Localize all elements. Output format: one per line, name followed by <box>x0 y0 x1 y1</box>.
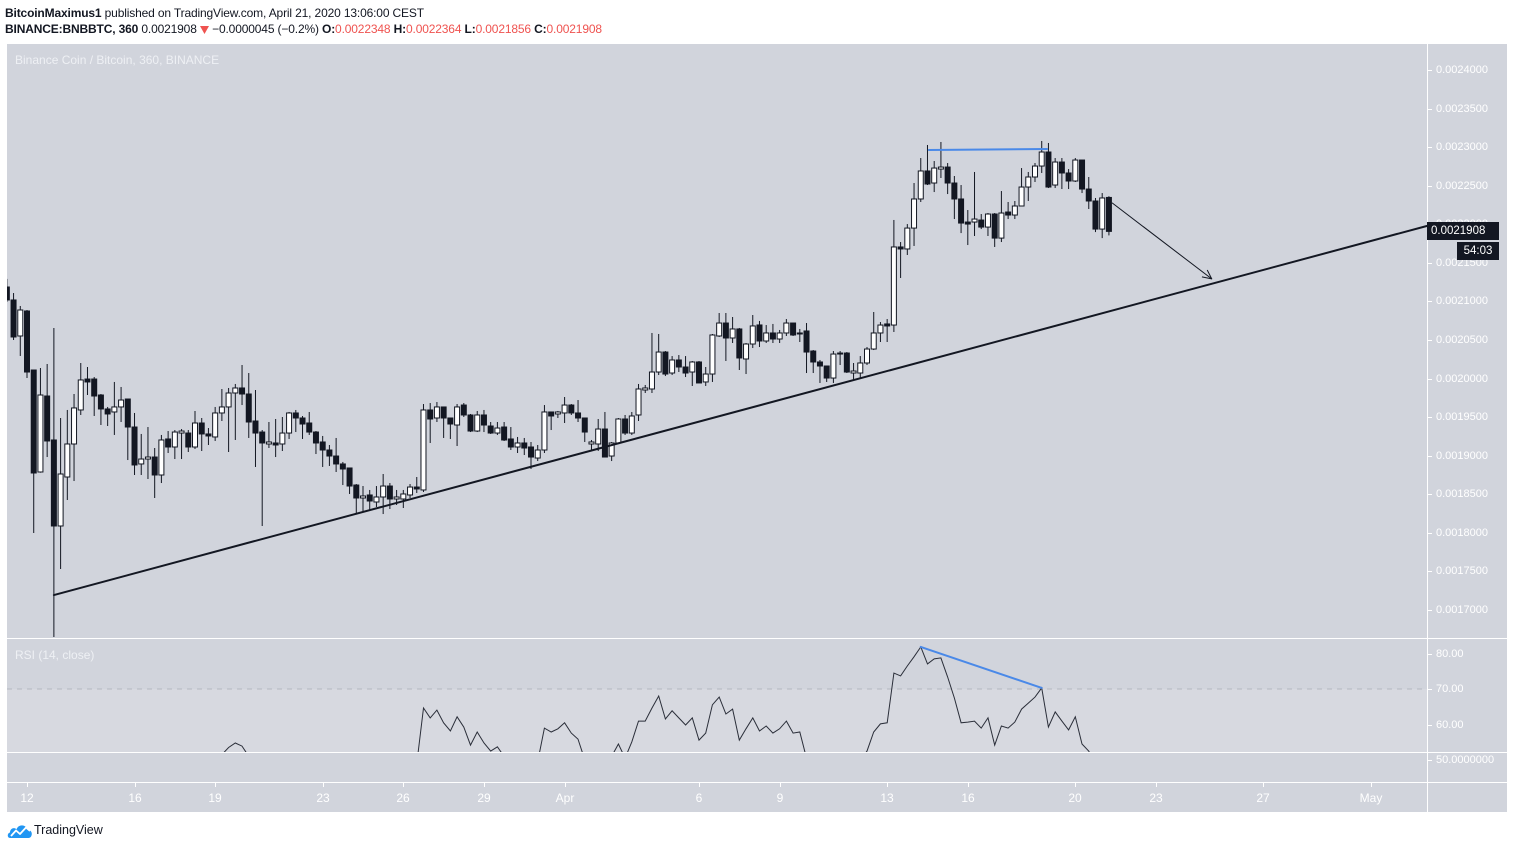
time-axis-label: 20 <box>1068 791 1082 805</box>
time-axis-label: 27 <box>1256 791 1270 805</box>
axis-tick <box>1428 147 1432 148</box>
ohlc-low-value: 0.0021856 <box>475 22 532 36</box>
symbol-label: BINANCE:BNBBTC, 360 <box>5 22 139 36</box>
time-axis-tick <box>968 783 969 787</box>
time-axis-label: 16 <box>961 791 975 805</box>
axis-tick <box>1428 494 1432 495</box>
ohlc-open-value: 0.0022348 <box>335 22 391 36</box>
axis-tick <box>1428 760 1432 761</box>
time-axis-label: 26 <box>396 791 410 805</box>
axis-tick <box>1428 340 1432 341</box>
price-axis-label: 0.0023000 <box>1436 141 1488 153</box>
time-axis-tick <box>1156 783 1157 787</box>
time-axis-label: 13 <box>880 791 894 805</box>
main-price-pane[interactable] <box>7 44 1427 638</box>
rsi-band-background <box>7 689 1427 752</box>
axis-tick <box>1428 70 1432 71</box>
tradingview-cloud-icon[interactable] <box>7 822 33 840</box>
price-axis-label: 0.0024000 <box>1436 64 1488 76</box>
time-axis-tick <box>887 783 888 787</box>
ohlc-high-label: H: <box>393 22 407 36</box>
price-axis-label: 0.0020500 <box>1436 334 1488 346</box>
time-axis-tick <box>323 783 324 787</box>
rsi-axis-label: 60.00 <box>1436 719 1464 731</box>
last-price: 0.0021908 <box>141 22 197 36</box>
time-axis-tick <box>484 783 485 787</box>
time-axis-tick <box>699 783 700 787</box>
axis-tick <box>1428 571 1432 572</box>
time-axis-tick <box>27 783 28 787</box>
time-axis-tick <box>135 783 136 787</box>
axis-tick <box>1428 456 1432 457</box>
ohlc-close-label: C: <box>534 22 547 36</box>
down-triangle-icon <box>199 26 209 34</box>
ohlc-high-value: 0.0022364 <box>405 22 462 36</box>
price-change: −0.0000045 (−0.2%) <box>212 22 319 36</box>
series-legend[interactable]: Binance Coin / Bitcoin, 360, BINANCE <box>15 53 220 67</box>
axis-tick <box>1428 186 1432 187</box>
pane-divider[interactable] <box>7 752 1507 753</box>
price-axis-divider <box>1427 44 1428 812</box>
time-axis-label: 23 <box>1149 791 1163 805</box>
current-price-label: 0.0021908 <box>1427 222 1499 240</box>
bar-countdown-label: 54:03 <box>1457 242 1499 260</box>
rsi-legend[interactable]: RSI (14, close) <box>15 648 95 662</box>
price-axis-label: 0.0018500 <box>1436 488 1488 500</box>
price-axis-label: 0.0022500 <box>1436 180 1488 192</box>
time-axis-divider <box>7 782 1507 783</box>
axis-tick <box>1428 417 1432 418</box>
price-axis-label: 0.0020000 <box>1436 373 1488 385</box>
time-axis-tick <box>215 783 216 787</box>
time-axis-label: 9 <box>776 791 784 805</box>
price-axis-label: 0.0021000 <box>1436 295 1488 307</box>
price-axis-label: 0.0023500 <box>1436 103 1488 115</box>
time-axis-label: 6 <box>695 791 703 805</box>
time-axis-label: 23 <box>316 791 330 805</box>
time-axis-label: 12 <box>20 791 34 805</box>
axis-tick <box>1428 725 1432 726</box>
publish-text: published on TradingView.com, April 21, … <box>104 6 424 20</box>
lower-pane-axis-label: 50.0000000 <box>1436 754 1495 766</box>
tradingview-brand-link[interactable]: TradingView <box>34 823 103 837</box>
time-axis-tick <box>1075 783 1076 787</box>
price-axis-label: 0.0017500 <box>1436 565 1488 577</box>
axis-tick <box>1428 263 1432 264</box>
axis-tick <box>1428 301 1432 302</box>
lower-indicator-pane[interactable] <box>7 753 1427 782</box>
time-axis-label: 19 <box>208 791 222 805</box>
ohlc-open-label: O: <box>322 22 336 36</box>
ohlc-low-label: L: <box>464 22 476 36</box>
pane-divider[interactable] <box>7 638 1507 639</box>
time-axis-tick <box>1263 783 1264 787</box>
time-axis-tick <box>1371 783 1372 787</box>
rsi-axis-label: 80.00 <box>1436 648 1464 660</box>
ohlc-close-value: 0.0021908 <box>546 22 603 36</box>
time-axis-label: 16 <box>128 791 142 805</box>
axis-tick <box>1428 533 1432 534</box>
rsi-axis-label: 70.00 <box>1436 683 1464 695</box>
time-axis-label: 29 <box>477 791 491 805</box>
price-axis-label: 0.0017000 <box>1436 604 1488 616</box>
time-axis-tick <box>780 783 781 787</box>
price-axis-label: 0.0019000 <box>1436 450 1488 462</box>
time-axis-tick <box>565 783 566 787</box>
axis-tick <box>1428 610 1432 611</box>
time-axis-label: May <box>1359 791 1383 805</box>
publish-info: BitcoinMaximus1 published on TradingView… <box>5 6 424 21</box>
price-axis-label: 0.0021500 <box>1436 257 1488 269</box>
axis-tick <box>1428 689 1432 690</box>
time-axis-tick <box>403 783 404 787</box>
price-axis-label: 0.0018000 <box>1436 527 1488 539</box>
price-axis-label: 0.0019500 <box>1436 411 1488 423</box>
author-name[interactable]: BitcoinMaximus1 <box>5 6 102 20</box>
axis-tick <box>1428 654 1432 655</box>
time-axis-label: Apr <box>555 791 575 805</box>
axis-tick <box>1428 109 1432 110</box>
symbol-info-bar: BINANCE:BNBBTC, 360 0.0021908 −0.0000045… <box>5 22 602 37</box>
axis-tick <box>1428 379 1432 380</box>
